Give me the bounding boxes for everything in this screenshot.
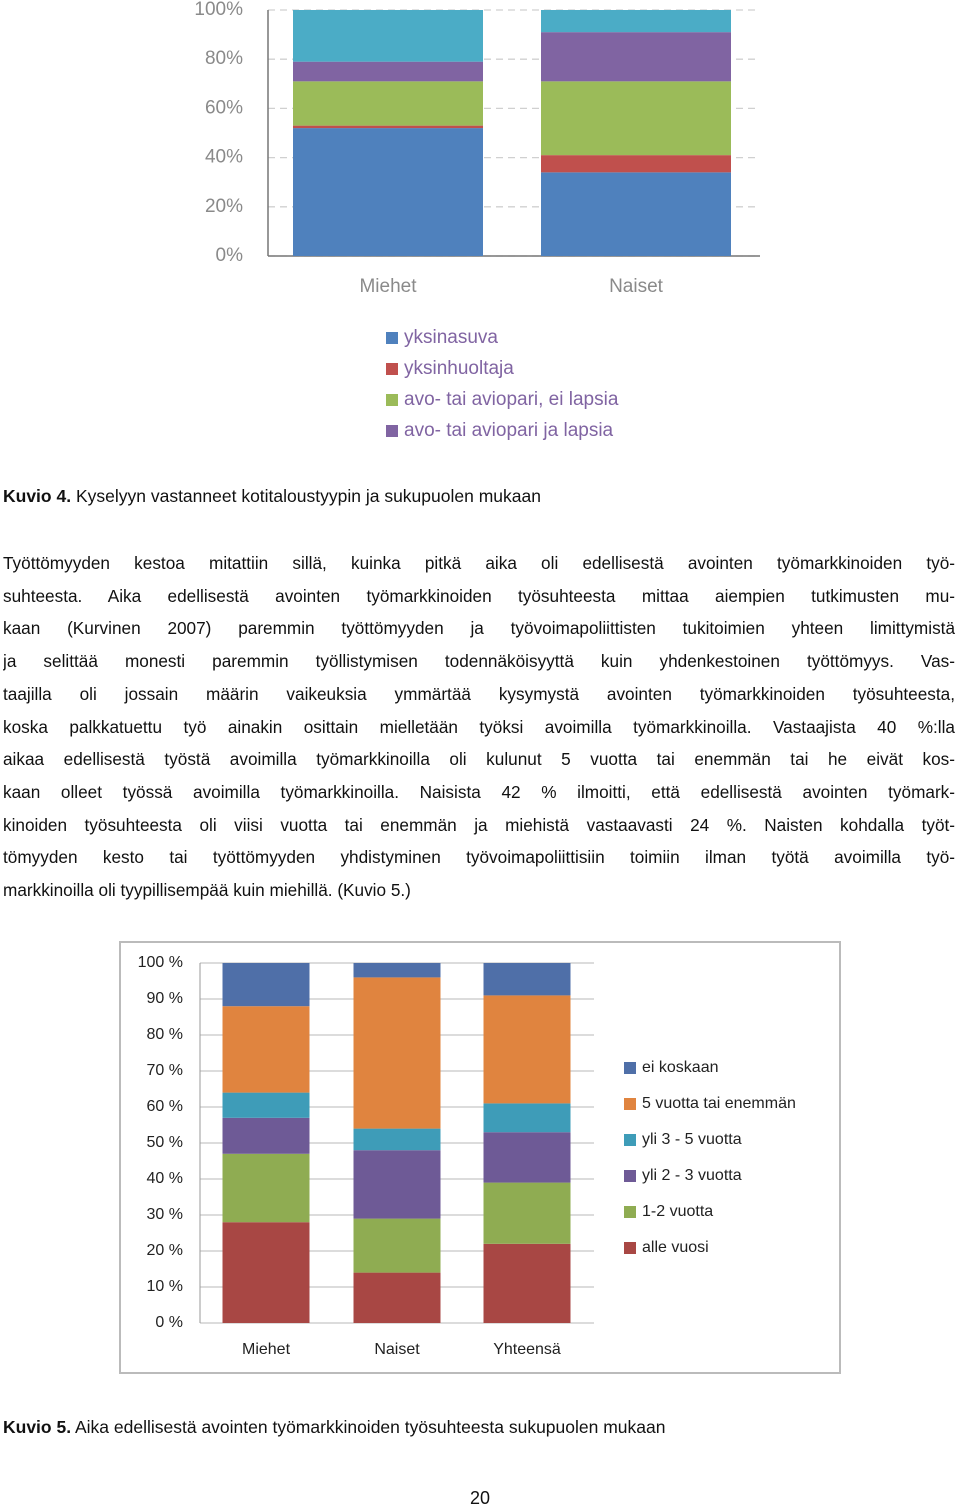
bar-segment: [541, 155, 731, 173]
x-tick-label: Miehet: [359, 276, 417, 297]
text-line: taajilla oli jossain määrin vaikeuksia y…: [3, 683, 955, 704]
text-line: aikaa edellisestä työstä avoimilla työma…: [3, 749, 955, 770]
y-tick-label: 100 %: [138, 954, 183, 971]
legend-label: avo- tai aviopari ja lapsia: [404, 420, 614, 441]
legend-label: 5 vuotta tai enemmän: [642, 1095, 796, 1112]
bar-segment: [353, 1272, 441, 1323]
legend-label: yksinhuoltaja: [404, 358, 514, 379]
bar-segment: [293, 10, 483, 62]
bar-segment: [353, 977, 441, 1129]
legend-swatch: [386, 394, 398, 406]
text-line: tömyyden kesto tai työttömyyden yhdistym…: [3, 847, 955, 868]
y-tick-label: 80%: [205, 48, 243, 69]
legend-label: avo- tai aviopari, ei lapsia: [404, 389, 619, 410]
bar-segment: [541, 32, 731, 82]
bar-segment: [353, 1128, 441, 1151]
bar-segment: [483, 1132, 571, 1183]
bar-segment: [541, 10, 731, 33]
y-tick-label: 20%: [205, 196, 243, 217]
caption-text: Kyselyyn vastanneet kotitaloustyypin ja …: [75, 486, 541, 506]
text-line: Työttömyyden kestoa mitattiin sillä, kui…: [3, 553, 955, 573]
text-line: kinoiden työsuhteesta oli viisi vuotta t…: [3, 814, 955, 835]
caption-text: Aika edellisestä avointen työmarkkinoide…: [74, 1417, 666, 1437]
y-tick-label: 60%: [205, 97, 243, 118]
bar-segment: [293, 128, 483, 256]
bar-segment: [483, 1243, 571, 1323]
y-tick-label: 0 %: [155, 1314, 183, 1331]
caption-label: Kuvio 5.: [3, 1417, 72, 1437]
y-tick-label: 80 %: [147, 1026, 183, 1043]
legend-label: 1-2 vuotta: [642, 1203, 713, 1220]
legend-swatch: [386, 363, 398, 375]
text-line: kaan olleet työssä avoimilla työmarkkino…: [3, 781, 955, 802]
bar-segment: [222, 1006, 310, 1093]
legend-swatch: [624, 1134, 636, 1146]
y-tick-label: 100%: [194, 0, 243, 20]
bar-segment: [222, 1092, 310, 1118]
x-tick-label: Naiset: [609, 276, 664, 297]
legend-label: yli 3 - 5 vuotta: [642, 1131, 742, 1148]
legend-swatch: [386, 425, 398, 437]
y-tick-label: 30 %: [147, 1206, 183, 1223]
text-line: koska palkkatuettu työ ainakin osittain …: [3, 716, 955, 737]
bar-segment: [293, 81, 483, 126]
bar-segment: [353, 963, 441, 978]
legend-swatch: [624, 1206, 636, 1218]
legend-swatch: [624, 1242, 636, 1254]
y-tick-label: 40 %: [147, 1170, 183, 1187]
text-line: suhteesta. Aika edellisestä avointen työ…: [3, 585, 955, 606]
bar-segment: [353, 1150, 441, 1219]
bar-segment: [222, 963, 310, 1007]
y-tick-label: 60 %: [147, 1098, 183, 1115]
bar-segment: [293, 61, 483, 82]
legend-swatch: [624, 1170, 636, 1182]
y-tick-label: 0%: [216, 245, 244, 266]
bar-segment: [293, 125, 483, 129]
bar-segment: [222, 1153, 310, 1223]
x-tick-label: Naiset: [374, 1341, 420, 1358]
caption: Kuvio 5. Aika edellisestä avointen työma…: [3, 1417, 665, 1438]
y-tick-label: 70 %: [147, 1062, 183, 1079]
y-tick-label: 10 %: [147, 1278, 183, 1295]
bar-segment: [483, 963, 571, 996]
y-tick-label: 90 %: [147, 990, 183, 1007]
legend-swatch: [386, 332, 398, 344]
bar-segment: [222, 1117, 310, 1154]
page-number: 20: [469, 1488, 491, 1508]
text-line: markkinoilla oli tyypillisempää kuin mie…: [3, 880, 411, 900]
y-tick-label: 40%: [205, 147, 243, 168]
legend-swatch: [624, 1062, 636, 1074]
caption-label: Kuvio 4.: [3, 486, 72, 506]
bar-segment: [541, 81, 731, 156]
legend-label: ei koskaan: [642, 1059, 719, 1076]
legend-swatch: [624, 1098, 636, 1110]
bar-segment: [483, 1182, 571, 1244]
bar-segment: [483, 995, 571, 1104]
legend-label: yli 2 - 3 vuotta: [642, 1167, 742, 1184]
bar-segment: [353, 1218, 441, 1273]
x-tick-label: Yhteensä: [493, 1341, 561, 1358]
bar-segment: [222, 1222, 310, 1323]
legend-label: alle vuosi: [642, 1239, 709, 1256]
legend-label: yksinasuva: [404, 327, 498, 348]
x-tick-label: Miehet: [242, 1341, 291, 1358]
y-tick-label: 20 %: [147, 1242, 183, 1259]
bar-segment: [541, 172, 731, 256]
caption: Kuvio 4. Kyselyyn vastanneet kotitaloust…: [3, 486, 541, 507]
text-line: kaan (Kurvinen 2007) paremmin työttömyyd…: [3, 618, 955, 639]
y-tick-label: 50 %: [147, 1134, 183, 1151]
bar-segment: [483, 1103, 571, 1133]
text-line: ja selittää monesti paremmin työllistymi…: [3, 651, 955, 672]
